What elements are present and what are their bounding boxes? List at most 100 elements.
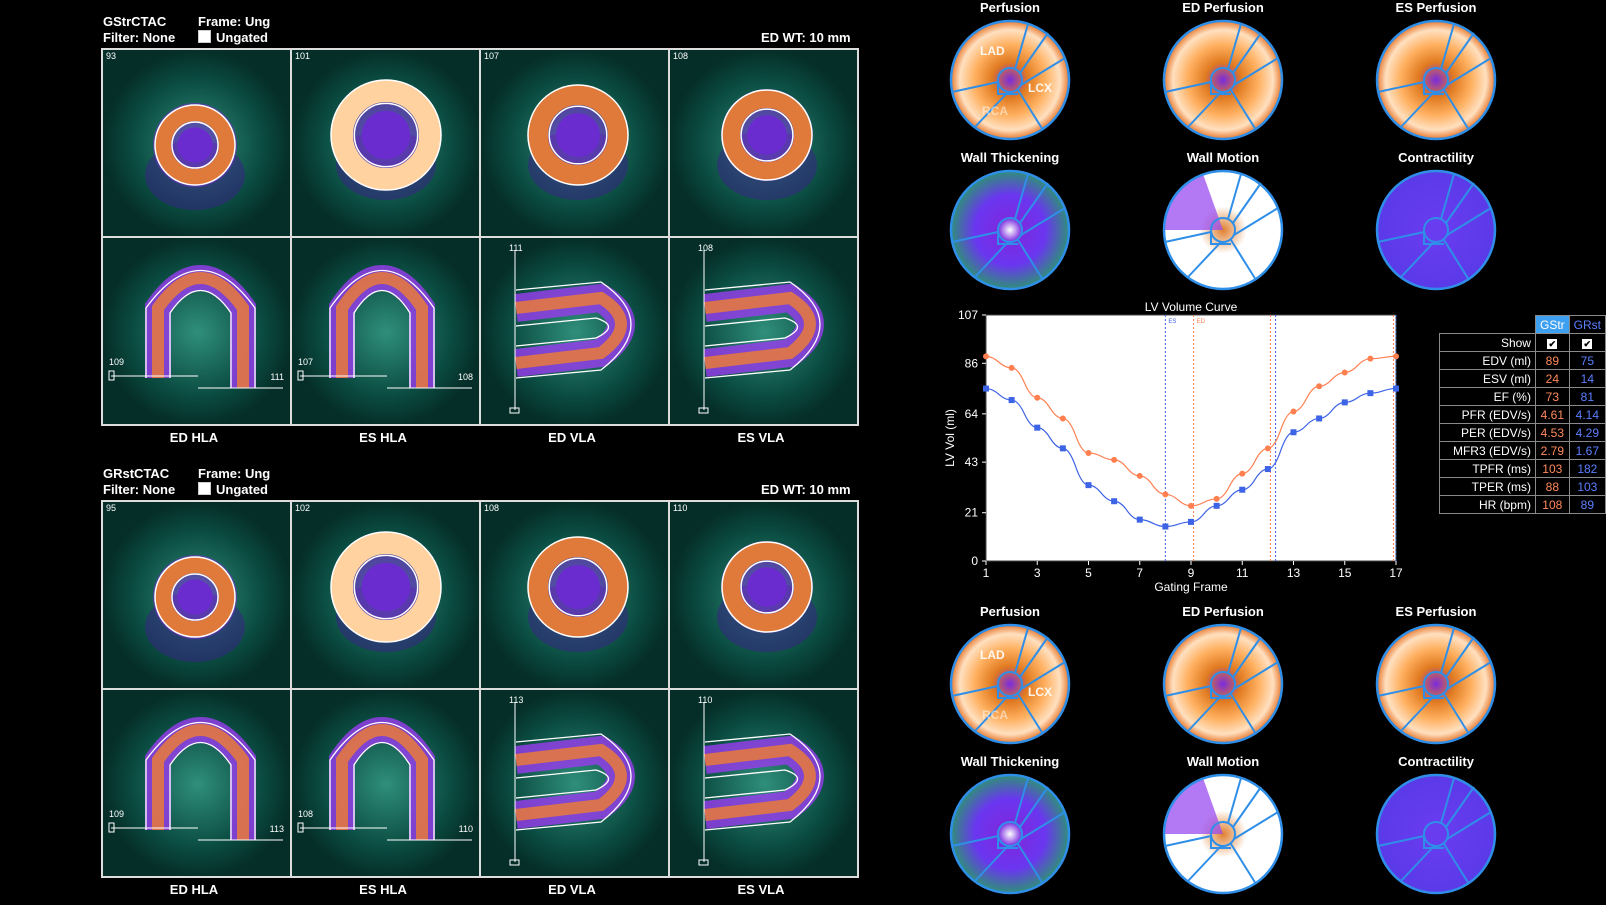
result-value-grst: 4.29 (1568, 423, 1606, 442)
data-point (1393, 353, 1399, 360)
hla-left-slice-number: 108 (298, 809, 314, 819)
territory-label-lad: LAD (980, 648, 1005, 662)
data-point (1008, 397, 1015, 404)
short-axis-slice[interactable]: 108 (480, 501, 669, 689)
polar-map[interactable] (1374, 772, 1498, 901)
result-value-grst: 182 (1568, 459, 1606, 478)
data-point (1316, 383, 1323, 390)
ungated-checkbox[interactable]: Ungated (198, 482, 268, 498)
polar-map-title: Wall Motion (1186, 150, 1260, 165)
checkbox-box[interactable] (198, 30, 211, 43)
polar-map[interactable] (1161, 168, 1285, 297)
results-row: HR (bpm) 108 89 (1439, 495, 1606, 514)
polar-map[interactable] (1161, 772, 1285, 901)
territory-label-lcx: LCX (1028, 81, 1052, 95)
results-row: ESV (ml) 24 14 (1439, 369, 1606, 388)
polar-map[interactable] (948, 168, 1072, 297)
ungated-label: Ungated (216, 482, 268, 497)
polar-map[interactable] (1161, 622, 1285, 751)
y-tick-label: 43 (965, 455, 979, 469)
results-row: MFR3 (EDV/s) 2.79 1.67 (1439, 441, 1606, 460)
polar-map-title: Wall Thickening (960, 150, 1060, 165)
result-value-gstr: 73 (1534, 387, 1570, 406)
result-value-gstr[interactable]: ✔ (1534, 333, 1570, 352)
data-point (1136, 472, 1143, 479)
ungated-label: Ungated (216, 30, 268, 45)
short-axis-slice[interactable]: 101 (291, 49, 480, 237)
slice-number: 95 (106, 503, 117, 513)
col-header-gstr[interactable]: GStr (1534, 315, 1570, 334)
result-value-gstr: 4.61 (1534, 405, 1570, 424)
polar-map-title: Wall Thickening (960, 754, 1060, 769)
short-axis-slice[interactable]: 95 (102, 501, 291, 689)
data-point (1008, 364, 1015, 371)
result-value-grst: 4.14 (1568, 405, 1606, 424)
data-point (1136, 516, 1143, 523)
results-row: Show ✔ ✔ (1439, 333, 1606, 352)
col-header-grst[interactable]: GRst (1568, 315, 1606, 334)
slice-grid: 93 101 107 108 109 111 107 108 111 108 (101, 48, 859, 426)
polar-map[interactable]: LAD LCX RCA (948, 18, 1072, 147)
show-checkbox-gstr[interactable]: ✔ (1546, 337, 1559, 350)
polar-map-title: Contractility (1398, 150, 1474, 165)
slice-number: 93 (106, 51, 117, 61)
long-axis-slice[interactable]: 113 (480, 689, 669, 877)
result-value-gstr: 108 (1534, 495, 1570, 514)
long-axis-slice[interactable]: 109 111 (102, 237, 291, 425)
result-value-gstr: 4.53 (1534, 423, 1570, 442)
frame-label: Frame: Ung (198, 14, 271, 29)
result-value-gstr: 88 (1534, 477, 1570, 496)
result-label: TPER (ms) (1439, 477, 1536, 496)
long-axis-slice[interactable]: 108 110 (291, 689, 480, 877)
data-point (1367, 390, 1374, 397)
short-axis-slice[interactable]: 108 (669, 49, 858, 237)
view-label: ES VLA (737, 430, 785, 445)
results-header-row: GStr GRst (1440, 315, 1606, 334)
show-checkbox-grst[interactable]: ✔ (1581, 337, 1594, 350)
polar-map[interactable]: LAD LCX RCA (948, 622, 1072, 751)
long-axis-slice[interactable]: 107 108 (291, 237, 480, 425)
view-label: ED VLA (548, 882, 596, 897)
long-axis-slice[interactable]: 110 (669, 689, 858, 877)
short-axis-slice[interactable]: 110 (669, 501, 858, 689)
ungated-checkbox[interactable]: Ungated (198, 30, 268, 46)
checkbox-box[interactable] (198, 482, 211, 495)
result-value-grst: 81 (1568, 387, 1606, 406)
short-axis-slice[interactable]: 107 (480, 49, 669, 237)
result-value-grst: 1.67 (1568, 441, 1606, 460)
long-axis-slice[interactable]: 108 (669, 237, 858, 425)
short-axis-slice[interactable]: 93 (102, 49, 291, 237)
polar-map[interactable] (948, 772, 1072, 901)
territory-label-rca: RCA (982, 708, 1008, 722)
polar-map[interactable] (1161, 18, 1285, 147)
result-label: TPFR (ms) (1439, 459, 1536, 478)
results-row: EDV (ml) 89 75 (1439, 351, 1606, 370)
result-value-grst[interactable]: ✔ (1568, 333, 1606, 352)
long-axis-slice[interactable]: 111 (480, 237, 669, 425)
view-label: ED HLA (169, 882, 219, 897)
result-label: PER (EDV/s) (1439, 423, 1536, 442)
hla-left-slice-number: 107 (298, 357, 314, 367)
polar-map[interactable] (1374, 168, 1498, 297)
polar-map[interactable] (1374, 622, 1498, 751)
result-value-gstr: 89 (1534, 351, 1570, 370)
x-tick-label: 3 (1034, 566, 1041, 580)
hla-right-slice-number: 110 (458, 824, 473, 834)
y-tick-label: 86 (965, 356, 979, 370)
x-tick-label: 9 (1188, 566, 1195, 580)
hla-right-slice-number: 113 (269, 824, 284, 834)
data-point (1341, 369, 1348, 376)
results-row: EF (%) 73 81 (1439, 387, 1606, 406)
results-row: PER (EDV/s) 4.53 4.29 (1439, 423, 1606, 442)
x-tick-label: 7 (1136, 566, 1143, 580)
result-label: EF (%) (1439, 387, 1536, 406)
data-point (1034, 394, 1041, 401)
data-point (1188, 518, 1194, 525)
territory-label-lad: LAD (980, 44, 1005, 58)
short-axis-slice[interactable]: 102 (291, 501, 480, 689)
long-axis-slice[interactable]: 109 113 (102, 689, 291, 877)
polar-map-title: ES Perfusion (1395, 0, 1477, 15)
result-label: PFR (EDV/s) (1439, 405, 1536, 424)
hla-left-slice-number: 109 (109, 809, 125, 819)
polar-map[interactable] (1374, 18, 1498, 147)
